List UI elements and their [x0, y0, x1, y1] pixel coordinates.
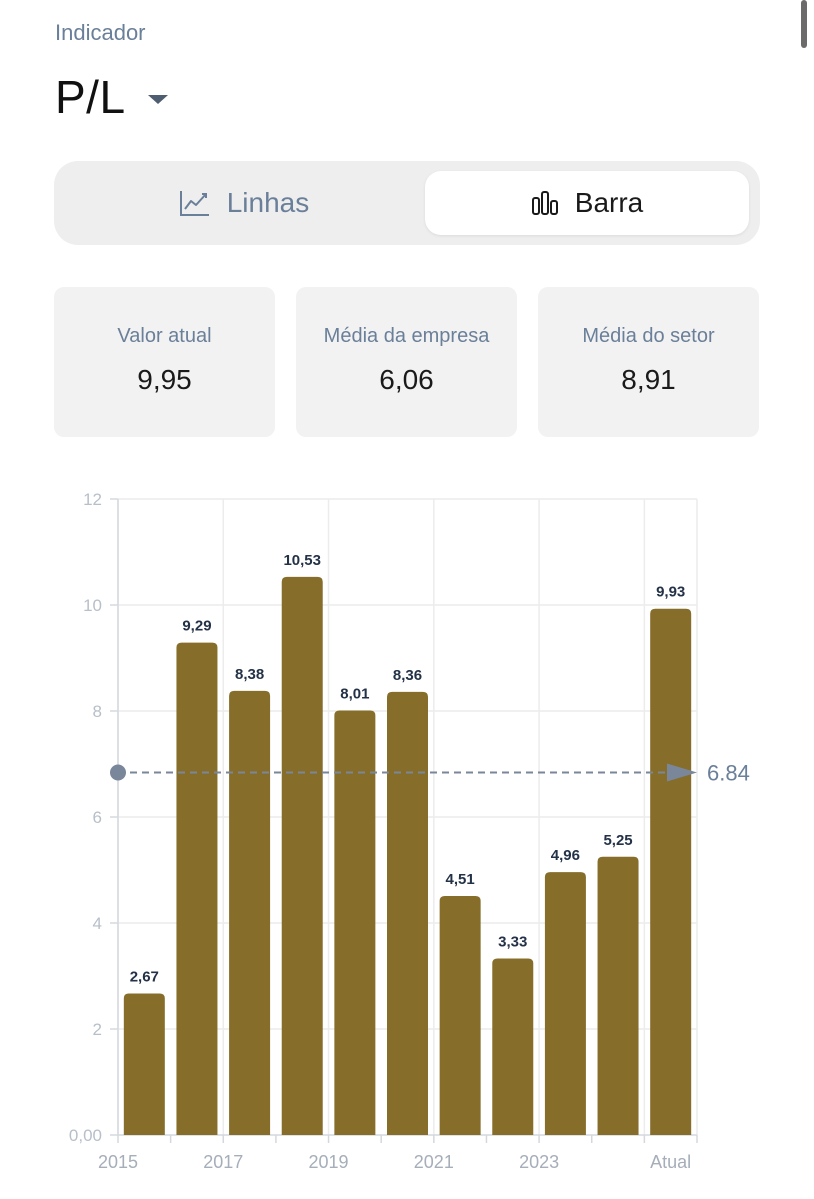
bar-chart-icon [531, 190, 559, 216]
bar-2021 [439, 895, 481, 1135]
stat-card-company-average: Média da empresa 6,06 [296, 287, 517, 437]
x-tick-label: Atual [650, 1152, 691, 1172]
pl-bar-chart: 0,00 2 4 6 8 10 12 2,67 9,29 8,38 10,53 8,01 8,36 4,5… [69, 490, 750, 1172]
stat-label: Média da empresa [323, 325, 490, 347]
stat-label: Média do setor [582, 325, 715, 347]
bar-tab[interactable]: Barra [425, 171, 749, 235]
caret-down-icon [147, 94, 168, 104]
y-tick-label: 10 [83, 596, 102, 615]
reference-line-label: 6.84 [707, 760, 750, 785]
y-tick-label: 12 [83, 490, 102, 509]
x-tick-label: 2017 [203, 1152, 243, 1172]
bar-2022 [492, 958, 534, 1135]
bar-2015 [123, 993, 165, 1135]
stat-value: 8,91 [621, 364, 676, 395]
bar-value-label: 8,36 [393, 667, 422, 684]
indicator-label: Indicador [55, 20, 146, 45]
lines-tab[interactable]: Linhas [64, 171, 424, 235]
bar-value-label: 4,51 [446, 871, 475, 888]
line-chart-icon [179, 189, 211, 217]
lines-tab-label: Linhas [226, 187, 310, 218]
bar-value-label: 8,38 [235, 666, 264, 683]
x-tick-label: 2015 [98, 1152, 138, 1172]
reference-line-start-dot [110, 764, 126, 781]
bar-2016 [176, 642, 218, 1135]
scrollbar-thumb[interactable] [801, 0, 807, 48]
x-tick-label: 2021 [414, 1152, 454, 1172]
bar-value-label: 2,67 [130, 968, 159, 985]
stat-card-sector-average: Média do setor 8,91 [538, 287, 759, 437]
bar-value-label: 9,29 [182, 618, 211, 635]
stat-card-current-value: Valor atual 9,95 [54, 287, 275, 437]
stat-value: 6,06 [379, 364, 434, 395]
y-tick-label: 4 [93, 914, 102, 933]
bar-tab-label: Barra [574, 187, 644, 218]
stat-value: 9,95 [137, 364, 192, 395]
bar-2019 [334, 710, 376, 1135]
chart-type-toggle: Linhas Barra [54, 161, 760, 245]
x-tick-label: 2023 [519, 1152, 559, 1172]
y-tick-label: 0,00 [69, 1126, 102, 1145]
bar-value-label: 5,25 [603, 832, 632, 849]
reference-arrow-icon [667, 763, 697, 782]
bar-value-label: 8,01 [340, 685, 369, 702]
bar-Atual [650, 608, 692, 1135]
bar-2020 [387, 691, 428, 1135]
x-tick-label: 2019 [309, 1152, 349, 1172]
bar-value-label: 4,96 [551, 847, 580, 864]
indicator-value: P/L [55, 71, 126, 123]
stat-label: Valor atual [117, 325, 212, 347]
y-tick-label: 6 [93, 808, 102, 827]
y-tick-label: 8 [93, 702, 102, 721]
bar-2023 [544, 872, 586, 1135]
bar-2017 [229, 690, 271, 1135]
bar-value-label: 9,93 [656, 584, 685, 601]
bar-2024 [597, 856, 639, 1135]
bar-value-label: 10,53 [283, 552, 321, 569]
bar-value-label: 3,33 [498, 934, 527, 951]
indicator-dropdown[interactable]: P/L [55, 68, 168, 126]
y-tick-label: 2 [93, 1020, 102, 1039]
bar-2018 [281, 576, 323, 1135]
